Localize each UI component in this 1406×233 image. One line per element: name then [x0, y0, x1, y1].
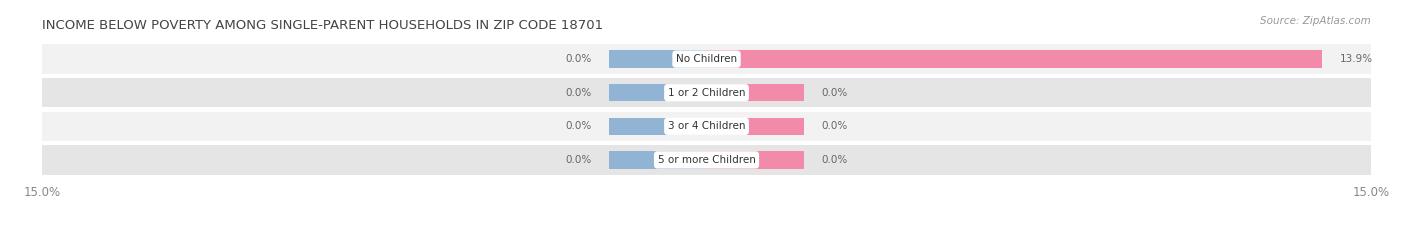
Bar	[42, 78, 1371, 107]
Bar	[706, 50, 1322, 68]
Text: 0.0%: 0.0%	[565, 155, 592, 165]
Text: 0.0%: 0.0%	[821, 88, 848, 98]
Text: No Children: No Children	[676, 54, 737, 64]
Text: Source: ZipAtlas.com: Source: ZipAtlas.com	[1260, 16, 1371, 26]
Text: 0.0%: 0.0%	[565, 121, 592, 131]
Text: 0.0%: 0.0%	[821, 155, 848, 165]
Text: 0.0%: 0.0%	[565, 88, 592, 98]
Bar	[706, 118, 804, 135]
Text: INCOME BELOW POVERTY AMONG SINGLE-PARENT HOUSEHOLDS IN ZIP CODE 18701: INCOME BELOW POVERTY AMONG SINGLE-PARENT…	[42, 19, 603, 32]
Bar	[609, 84, 706, 101]
Text: 5 or more Children: 5 or more Children	[658, 155, 755, 165]
Text: 0.0%: 0.0%	[821, 121, 848, 131]
Bar	[42, 145, 1371, 175]
Bar	[609, 118, 706, 135]
Bar	[609, 151, 706, 169]
Text: 0.0%: 0.0%	[565, 54, 592, 64]
Text: 3 or 4 Children: 3 or 4 Children	[668, 121, 745, 131]
Bar	[609, 50, 706, 68]
Text: 1 or 2 Children: 1 or 2 Children	[668, 88, 745, 98]
Bar	[706, 151, 804, 169]
Bar	[42, 112, 1371, 141]
Bar	[706, 84, 804, 101]
Text: 13.9%: 13.9%	[1340, 54, 1374, 64]
Bar	[42, 44, 1371, 74]
